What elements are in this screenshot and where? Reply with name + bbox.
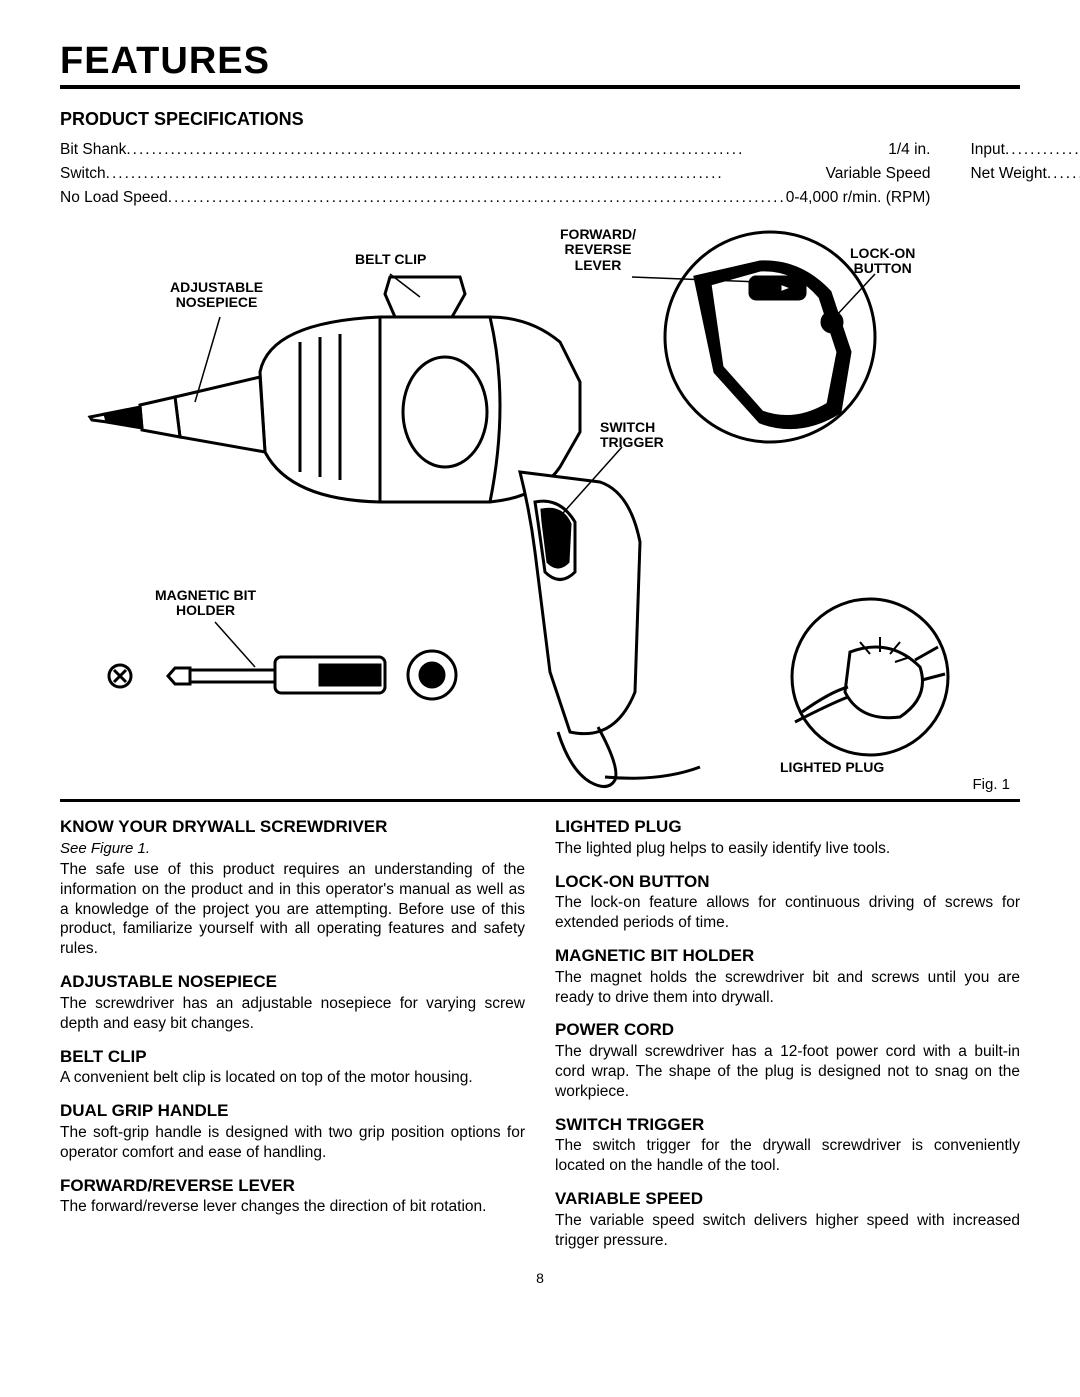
sub-heading: BELT CLIP bbox=[60, 1046, 525, 1068]
spec-label: Input bbox=[970, 138, 1004, 162]
paragraph: The safe use of this product requires an… bbox=[60, 860, 525, 959]
spec-value: 0-4,000 r/min. (RPM) bbox=[786, 186, 931, 210]
figure-caption: Fig. 1 bbox=[972, 776, 1010, 793]
spec-label: Switch bbox=[60, 162, 106, 186]
sub-heading: ADJUSTABLE NOSEPIECE bbox=[60, 971, 525, 993]
callout-belt-clip: BELT CLIP bbox=[355, 252, 426, 267]
paragraph: The soft-grip handle is designed with tw… bbox=[60, 1123, 525, 1163]
spec-row: Net Weight 3.1 lbs. bbox=[970, 162, 1080, 186]
page-number: 8 bbox=[60, 1270, 1020, 1286]
sub-heading: SWITCH TRIGGER bbox=[555, 1114, 1020, 1136]
sub-heading: DUAL GRIP HANDLE bbox=[60, 1100, 525, 1122]
paragraph: The lighted plug helps to easily identif… bbox=[555, 839, 1020, 859]
callout-switch-trigger: SWITCHTRIGGER bbox=[600, 420, 664, 451]
sub-heading: KNOW YOUR DRYWALL SCREWDRIVER bbox=[60, 816, 525, 838]
specs-heading: PRODUCT SPECIFICATIONS bbox=[60, 109, 1020, 130]
callout-lock-on-button: LOCK-ONBUTTON bbox=[850, 246, 915, 277]
paragraph: The drywall screwdriver has a 12-foot po… bbox=[555, 1042, 1020, 1101]
sub-heading: VARIABLE SPEED bbox=[555, 1188, 1020, 1210]
sub-heading: POWER CORD bbox=[555, 1019, 1020, 1041]
callout-adjustable-nosepiece: ADJUSTABLENOSEPIECE bbox=[170, 280, 263, 311]
spec-col-right: Input 120 V, 60 Hz, AC only, 6.5 Amps Ne… bbox=[970, 138, 1080, 210]
spec-row: Bit Shank 1/4 in. bbox=[60, 138, 930, 162]
body-col-left: KNOW YOUR DRYWALL SCREWDRIVER See Figure… bbox=[60, 816, 525, 1252]
see-figure-ref: See Figure 1. bbox=[60, 839, 525, 858]
spec-dots bbox=[1005, 138, 1080, 162]
spec-dots bbox=[1047, 162, 1080, 186]
spec-row: Switch Variable Speed bbox=[60, 162, 930, 186]
spec-dots bbox=[106, 162, 826, 186]
paragraph: The screwdriver has an adjustable nosepi… bbox=[60, 994, 525, 1034]
page-title: FEATURES bbox=[60, 40, 1020, 89]
paragraph: The variable speed switch delivers highe… bbox=[555, 1211, 1020, 1251]
spec-label: Bit Shank bbox=[60, 138, 126, 162]
sub-heading: LIGHTED PLUG bbox=[555, 816, 1020, 838]
spec-value: 1/4 in. bbox=[888, 138, 930, 162]
spec-dots bbox=[168, 186, 786, 210]
spec-label: Net Weight bbox=[970, 162, 1046, 186]
paragraph: The forward/reverse lever changes the di… bbox=[60, 1197, 525, 1217]
spec-col-left: Bit Shank 1/4 in. Switch Variable Speed … bbox=[60, 138, 930, 210]
sub-heading: FORWARD/REVERSE LEVER bbox=[60, 1175, 525, 1197]
sub-heading: MAGNETIC BIT HOLDER bbox=[555, 945, 1020, 967]
spec-row: No Load Speed 0-4,000 r/min. (RPM) bbox=[60, 186, 930, 210]
spec-value: Variable Speed bbox=[826, 162, 931, 186]
callout-lighted-plug: LIGHTED PLUG bbox=[780, 760, 884, 775]
paragraph: A convenient belt clip is located on top… bbox=[60, 1068, 525, 1088]
body-col-right: LIGHTED PLUG The lighted plug helps to e… bbox=[555, 816, 1020, 1252]
spec-columns: Bit Shank 1/4 in. Switch Variable Speed … bbox=[60, 138, 1020, 210]
spec-label: No Load Speed bbox=[60, 186, 168, 210]
body-columns: KNOW YOUR DRYWALL SCREWDRIVER See Figure… bbox=[60, 816, 1020, 1252]
paragraph: The switch trigger for the drywall screw… bbox=[555, 1136, 1020, 1176]
sub-heading: LOCK-ON BUTTON bbox=[555, 871, 1020, 893]
paragraph: The magnet holds the screwdriver bit and… bbox=[555, 968, 1020, 1008]
diagram-area: ADJUSTABLENOSEPIECE BELT CLIP FORWARD/RE… bbox=[60, 222, 1020, 802]
callout-magnetic-bit-holder: MAGNETIC BITHOLDER bbox=[155, 588, 256, 619]
spec-dots bbox=[126, 138, 888, 162]
paragraph: The lock-on feature allows for continuou… bbox=[555, 893, 1020, 933]
spec-row: Input 120 V, 60 Hz, AC only, 6.5 Amps bbox=[970, 138, 1080, 162]
callout-fwd-rev-lever: FORWARD/REVERSELEVER bbox=[560, 227, 636, 273]
